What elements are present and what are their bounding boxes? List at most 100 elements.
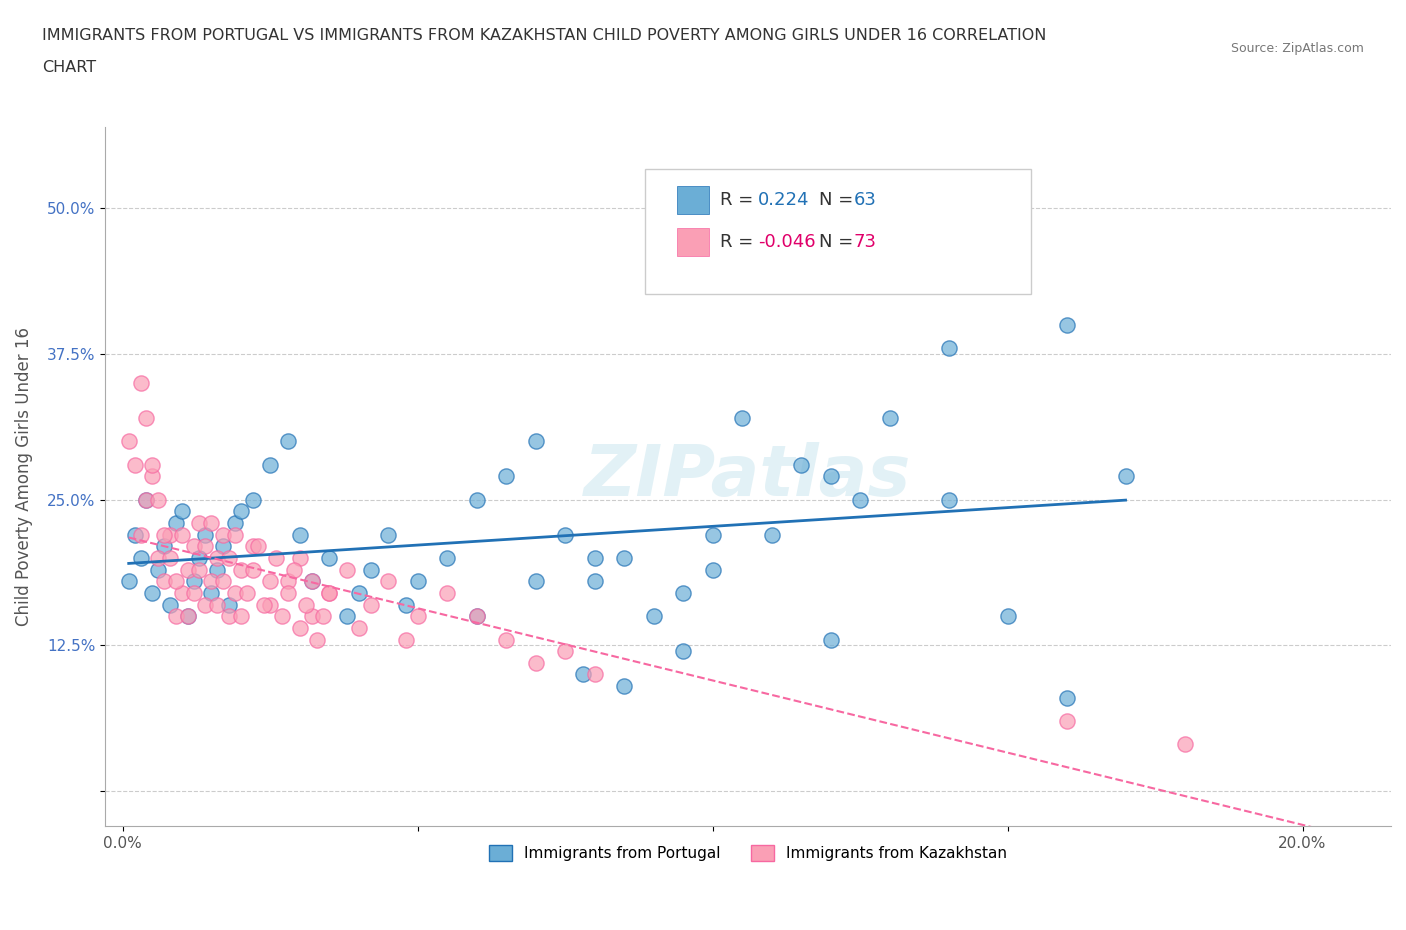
Point <box>129 551 152 565</box>
Point <box>360 597 382 612</box>
Point <box>288 527 311 542</box>
Point <box>495 632 517 647</box>
Point <box>1056 713 1078 728</box>
Point <box>165 515 187 530</box>
Point <box>336 609 359 624</box>
Text: CHART: CHART <box>42 60 96 75</box>
Point <box>141 469 163 484</box>
Text: R =: R = <box>720 233 759 251</box>
Point <box>277 434 299 449</box>
Point <box>218 551 240 565</box>
Point <box>288 551 311 565</box>
Point <box>229 504 252 519</box>
Point <box>259 458 281 472</box>
Point <box>229 562 252 577</box>
Text: ZIPatlas: ZIPatlas <box>585 442 911 511</box>
Point <box>307 632 329 647</box>
Point <box>1115 469 1137 484</box>
Point <box>849 492 872 507</box>
Point <box>242 492 264 507</box>
Point <box>288 620 311 635</box>
Point <box>188 562 211 577</box>
Point <box>176 562 198 577</box>
Point <box>135 410 157 425</box>
Point <box>153 574 176 589</box>
Point <box>200 585 222 600</box>
Point <box>224 585 246 600</box>
Point <box>205 597 228 612</box>
Point <box>129 527 152 542</box>
Point <box>176 609 198 624</box>
Point <box>188 551 211 565</box>
Point <box>264 551 287 565</box>
Text: N =: N = <box>818 233 859 251</box>
Point <box>820 632 842 647</box>
Point <box>218 609 240 624</box>
Point <box>613 551 636 565</box>
Point <box>465 609 488 624</box>
Point <box>247 538 270 553</box>
Point <box>118 574 141 589</box>
Text: -0.046: -0.046 <box>758 233 815 251</box>
Point <box>702 527 724 542</box>
Point <box>1056 317 1078 332</box>
Point <box>141 585 163 600</box>
Point <box>200 515 222 530</box>
Point <box>176 609 198 624</box>
Point <box>212 538 235 553</box>
Text: 0.224: 0.224 <box>758 191 810 209</box>
Point <box>997 609 1019 624</box>
Point <box>406 609 429 624</box>
FancyBboxPatch shape <box>645 168 1031 295</box>
Point <box>583 574 606 589</box>
Text: 63: 63 <box>853 191 876 209</box>
Point <box>554 527 576 542</box>
Point <box>395 597 418 612</box>
FancyBboxPatch shape <box>678 186 710 214</box>
Point <box>347 585 370 600</box>
Point <box>277 585 299 600</box>
Point <box>301 574 323 589</box>
Point <box>183 574 205 589</box>
Point <box>524 574 547 589</box>
Point <box>820 469 842 484</box>
Point <box>153 527 176 542</box>
Text: IMMIGRANTS FROM PORTUGAL VS IMMIGRANTS FROM KAZAKHSTAN CHILD POVERTY AMONG GIRLS: IMMIGRANTS FROM PORTUGAL VS IMMIGRANTS F… <box>42 28 1046 43</box>
Point <box>1056 690 1078 705</box>
Point <box>879 410 901 425</box>
Point <box>583 551 606 565</box>
Point <box>170 585 193 600</box>
Point <box>135 492 157 507</box>
Point <box>205 551 228 565</box>
Point <box>465 492 488 507</box>
Point <box>200 574 222 589</box>
Point <box>229 609 252 624</box>
Point <box>318 585 340 600</box>
Point <box>212 527 235 542</box>
Point <box>194 538 217 553</box>
Point <box>436 551 458 565</box>
Point <box>312 609 335 624</box>
Point <box>761 527 783 542</box>
FancyBboxPatch shape <box>678 228 710 256</box>
Text: R =: R = <box>720 191 759 209</box>
Point <box>212 574 235 589</box>
Point <box>643 609 665 624</box>
Point <box>336 562 359 577</box>
Point <box>271 609 294 624</box>
Point <box>253 597 276 612</box>
Point <box>183 585 205 600</box>
Point <box>148 551 170 565</box>
Legend: Immigrants from Portugal, Immigrants from Kazakhstan: Immigrants from Portugal, Immigrants fro… <box>482 839 1014 868</box>
Point <box>165 574 187 589</box>
Point <box>159 527 181 542</box>
Point <box>583 667 606 682</box>
Point <box>790 458 813 472</box>
Point <box>148 492 170 507</box>
Point <box>124 527 146 542</box>
Point <box>224 527 246 542</box>
Point <box>194 527 217 542</box>
Text: 73: 73 <box>853 233 876 251</box>
Point <box>283 562 305 577</box>
Point <box>301 574 323 589</box>
